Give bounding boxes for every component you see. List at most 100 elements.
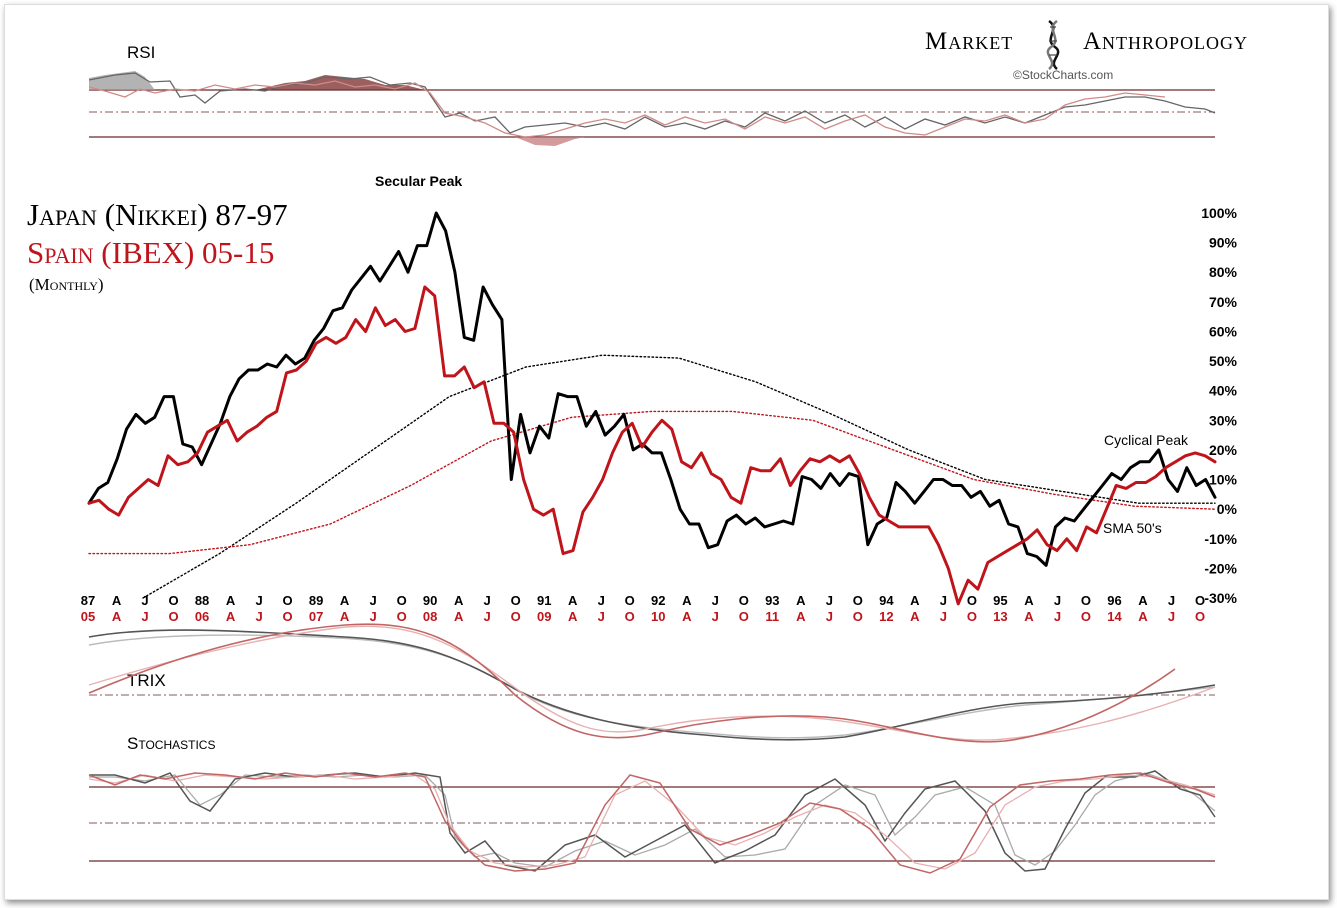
y-tick-label: 40% <box>1209 383 1238 399</box>
stockcharts-credit: ©StockCharts.com <box>1013 68 1113 82</box>
trix-spain-signal <box>88 625 1216 741</box>
x-tick-spain: J <box>712 609 719 624</box>
x-tick-spain: O <box>168 609 178 624</box>
x-tick-spain: A <box>1024 609 1034 624</box>
main-chart: 100% 90% 80% 70% 60% 50% 40% 30% 20% 10% 0% -10% -20… <box>81 173 1238 624</box>
x-tick-japan: J <box>141 593 148 608</box>
x-tick-japan: 92 <box>651 593 665 608</box>
series-spain-line <box>87 285 1217 606</box>
x-tick-japan: O <box>397 593 407 608</box>
x-tick-japan: J <box>826 593 833 608</box>
x-tick-japan: J <box>1168 593 1175 608</box>
brand-word-anthropology: Anthropology <box>1083 28 1248 55</box>
chart-frame: RSI Market Anthropology ©StockCharts.com… <box>4 4 1329 900</box>
brand-word-market: Market <box>925 28 1013 55</box>
x-tick-spain: J <box>141 609 148 624</box>
x-tick-spain: A <box>910 609 920 624</box>
x-tick-japan: A <box>1138 593 1148 608</box>
x-tick-japan: A <box>796 593 806 608</box>
rsi-spain-line <box>88 80 1166 138</box>
y-tick-label: 90% <box>1209 235 1238 251</box>
y-tick-label: 30% <box>1209 412 1238 428</box>
x-tick-japan: O <box>511 593 521 608</box>
stoch-spain-slow <box>88 774 1216 870</box>
x-tick-japan: 88 <box>195 593 209 608</box>
x-tick-japan: J <box>1054 593 1061 608</box>
x-tick-spain: 12 <box>879 609 893 624</box>
sma50-japan-line <box>142 354 1216 599</box>
x-tick-japan: J <box>484 593 491 608</box>
stochastics-label: Stochastics <box>127 734 215 753</box>
x-tick-spain: 05 <box>81 609 95 624</box>
trix-spain-line <box>88 623 1176 743</box>
dna-icon <box>1046 19 1060 70</box>
x-tick-japan: 95 <box>993 593 1007 608</box>
title-spain: Spain (IBEX) 05-15 <box>27 235 274 270</box>
y-axis: 100% 90% 80% 70% 60% 50% 40% 30% 20% 10% 0% -10% -20… <box>1201 205 1237 606</box>
x-tick-spain: J <box>484 609 491 624</box>
y-tick-label: 10% <box>1209 472 1238 488</box>
y-tick-label: -30% <box>1204 590 1237 606</box>
x-tick-japan: J <box>255 593 262 608</box>
x-tick-spain: 14 <box>1107 609 1122 624</box>
x-tick-japan: O <box>853 593 863 608</box>
y-tick-label: 70% <box>1209 294 1238 310</box>
x-tick-spain: J <box>1168 609 1175 624</box>
x-tick-spain: J <box>255 609 262 624</box>
y-tick-label: 50% <box>1209 353 1238 369</box>
x-tick-spain: A <box>112 609 122 624</box>
x-tick-japan: 96 <box>1107 593 1121 608</box>
series-japan-line <box>87 211 1217 567</box>
x-tick-spain: 10 <box>651 609 665 624</box>
sma50-spain-line <box>88 410 1216 555</box>
x-tick-japan: J <box>598 593 605 608</box>
x-tick-spain: J <box>940 609 947 624</box>
title-japan: Japan (Nikkei) 87-97 <box>27 197 288 232</box>
stoch-japan-fast <box>89 770 1216 872</box>
x-tick-spain: A <box>796 609 806 624</box>
x-tick-spain: A <box>682 609 692 624</box>
rsi-spain-fill-low <box>515 137 585 146</box>
x-tick-spain: A <box>1138 609 1148 624</box>
x-tick-japan: A <box>1024 593 1034 608</box>
annotation-sma-50s: SMA 50's <box>1103 520 1162 536</box>
x-tick-spain: J <box>598 609 605 624</box>
trix-label: TRIX <box>127 671 166 690</box>
y-tick-label: 0% <box>1217 501 1238 517</box>
x-tick-japan: J <box>712 593 719 608</box>
brand: Market Anthropology ©StockCharts.com <box>925 19 1248 82</box>
x-tick-spain: O <box>397 609 407 624</box>
x-tick-spain: A <box>568 609 578 624</box>
x-tick-spain: O <box>853 609 863 624</box>
y-tick-label: 100% <box>1201 205 1237 221</box>
x-tick-spain: J <box>370 609 377 624</box>
x-tick-spain: J <box>1054 609 1061 624</box>
x-tick-spain: O <box>1195 609 1205 624</box>
trix-panel: TRIX <box>88 623 1216 743</box>
x-tick-japan: 87 <box>81 593 95 608</box>
trix-japan-line <box>88 629 1216 741</box>
x-tick-spain: O <box>511 609 521 624</box>
x-tick-spain: O <box>625 609 635 624</box>
x-tick-japan: O <box>625 593 635 608</box>
series-lines <box>87 211 1217 606</box>
title-monthly: (Monthly) <box>29 275 104 294</box>
x-tick-japan: A <box>340 593 350 608</box>
x-tick-japan: O <box>739 593 749 608</box>
x-tick-japan: O <box>1081 593 1091 608</box>
stochastics-panel: Stochastics <box>88 734 1216 874</box>
y-tick-label: -10% <box>1204 531 1237 547</box>
stoch-spain-fast <box>88 772 1216 874</box>
x-tick-japan: 93 <box>765 593 779 608</box>
x-tick-japan: 90 <box>423 593 437 608</box>
y-tick-label: -20% <box>1204 560 1237 576</box>
rsi-japan-line <box>88 72 1216 134</box>
rsi-panel: RSI <box>88 43 1216 146</box>
y-tick-label: 20% <box>1209 442 1238 458</box>
x-tick-spain: A <box>340 609 350 624</box>
x-tick-spain: 08 <box>423 609 437 624</box>
sma-lines <box>88 354 1216 599</box>
x-tick-spain: 11 <box>765 609 779 624</box>
x-tick-spain: A <box>454 609 464 624</box>
annotation-secular-peak: Secular Peak <box>375 173 462 189</box>
